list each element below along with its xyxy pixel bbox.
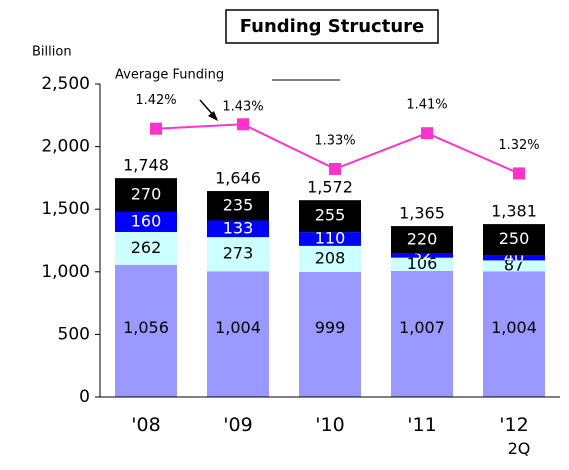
- bar-segment: [115, 231, 177, 265]
- x-tick-label: '08: [131, 414, 160, 436]
- bar-segment: [299, 271, 361, 397]
- line-marker: [150, 122, 162, 135]
- bar-segment: [299, 200, 361, 233]
- bar-segment: [483, 255, 545, 261]
- line-label: 1.33%: [314, 133, 355, 148]
- data-label: 250: [499, 229, 530, 248]
- legend-arrowhead: [208, 111, 218, 121]
- data-label: 235: [223, 195, 254, 214]
- legend-label: Average Funding: [115, 68, 224, 83]
- y-tick-label: 2,000: [41, 137, 90, 157]
- line-label: 1.32%: [498, 138, 539, 153]
- data-label: 255: [315, 206, 346, 225]
- bar-segment: [391, 257, 453, 271]
- data-label: 220: [407, 229, 438, 248]
- line-label: 1.41%: [406, 98, 447, 113]
- total-label: 1,748: [123, 156, 169, 175]
- data-label: 160: [131, 211, 162, 230]
- data-label: 1,007: [399, 318, 445, 337]
- bar-segment: [483, 260, 545, 272]
- bar-segment: [391, 253, 453, 258]
- x-tick-label: '10: [315, 414, 344, 436]
- y-tick-label: 500: [58, 324, 90, 344]
- line-marker: [421, 127, 433, 140]
- bar-segment: [483, 271, 545, 397]
- line-marker: [329, 162, 341, 175]
- data-label: 262: [131, 238, 162, 257]
- y-tick-label: 1,000: [41, 262, 90, 282]
- bar-segment: [207, 191, 269, 221]
- data-label: 999: [315, 318, 346, 337]
- x-tick-label: '11: [407, 414, 436, 436]
- data-label: 1,004: [491, 318, 537, 337]
- data-label: 208: [315, 248, 346, 267]
- line-marker: [237, 118, 249, 131]
- bar-segment: [299, 245, 361, 272]
- line-marker: [513, 167, 525, 180]
- total-label: 1,572: [307, 178, 353, 197]
- bar-segment: [391, 226, 453, 254]
- bar-segment: [207, 237, 269, 272]
- data-label: 270: [131, 185, 162, 204]
- y-tick-label: 1,500: [41, 199, 90, 219]
- title-box: [225, 9, 439, 44]
- y-axis-label: Billion: [32, 45, 72, 60]
- x-tick-label: '09: [223, 414, 252, 436]
- line-label: 1.42%: [135, 93, 176, 108]
- y-tick-label: 2,500: [41, 74, 90, 94]
- bar-segment: [115, 178, 177, 212]
- y-tick-label: 0: [79, 387, 90, 407]
- chart-title: Funding Structure: [240, 16, 424, 37]
- total-label: 1,646: [215, 169, 261, 188]
- bar-segment: [115, 264, 177, 397]
- data-label: 106: [407, 254, 438, 273]
- total-label: 1,365: [399, 204, 445, 223]
- data-label: 1,056: [123, 318, 169, 337]
- bar-segment: [207, 220, 269, 238]
- total-label: 1,381: [491, 202, 537, 221]
- bar-segment: [207, 271, 269, 397]
- data-label: 133: [223, 218, 254, 237]
- data-label: 1,004: [215, 318, 261, 337]
- bar-segment: [299, 232, 361, 246]
- bar-segment: [115, 211, 177, 232]
- line-label: 1.43%: [222, 100, 263, 115]
- data-label: 110: [315, 228, 346, 247]
- bar-segment: [483, 224, 545, 256]
- data-label: 273: [223, 244, 254, 263]
- x-tick-label: '12 2Q: [499, 414, 530, 458]
- bar-segment: [391, 270, 453, 397]
